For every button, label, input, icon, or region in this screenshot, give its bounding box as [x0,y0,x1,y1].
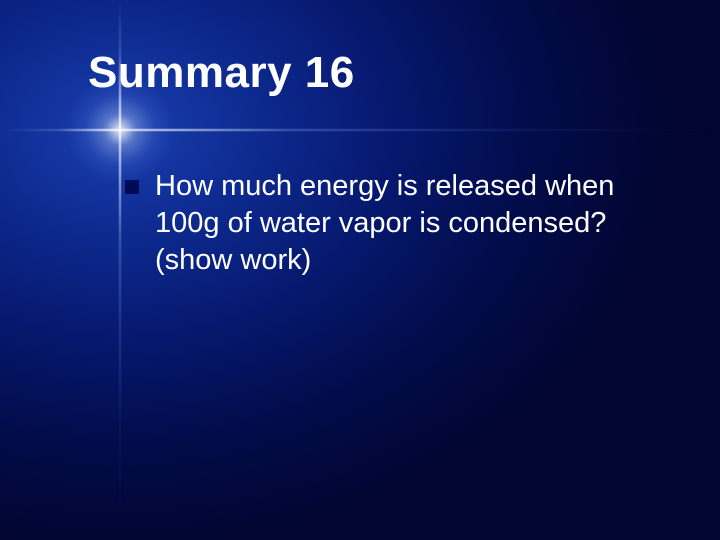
slide-body: How much energy is released when 100g of… [125,168,655,279]
slide: Summary 16 How much energy is released w… [0,0,720,540]
bullet-text: How much energy is released when 100g of… [155,168,655,279]
slide-title: Summary 16 [88,48,355,98]
bullet-square-icon [125,180,139,194]
list-item: How much energy is released when 100g of… [125,168,655,279]
